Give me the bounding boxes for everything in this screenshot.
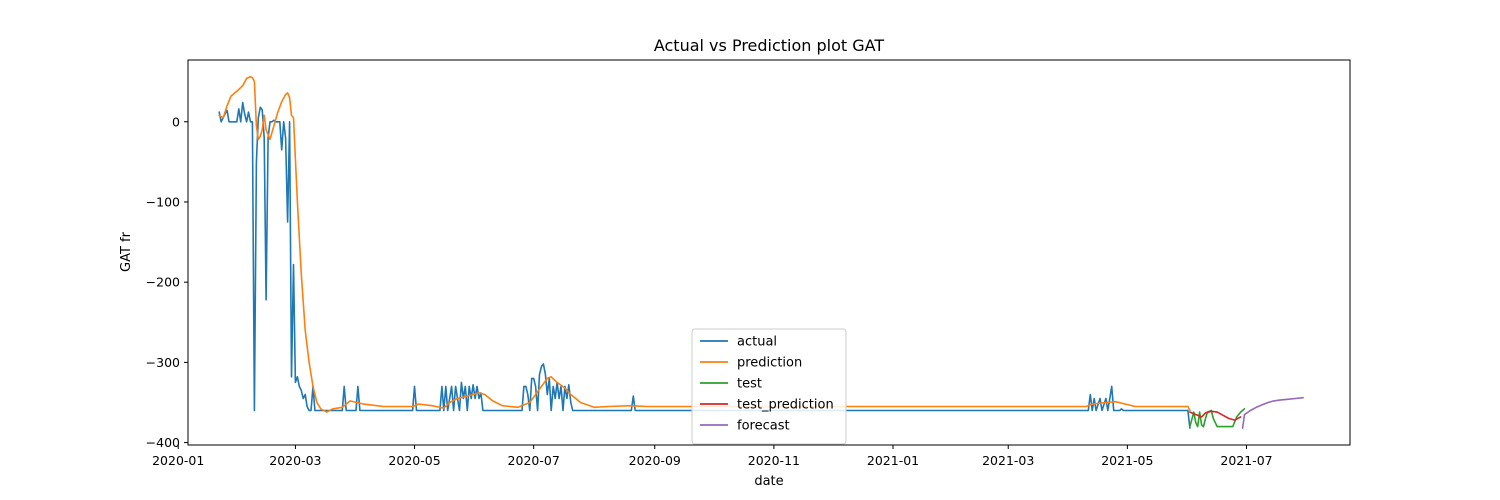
y-axis: 0 −100 −200 −300 −400 [146, 114, 188, 450]
legend-label-actual: actual [737, 335, 777, 350]
legend-box [691, 328, 847, 445]
y-tick-label: 0 [172, 114, 180, 129]
y-tick-label: −200 [146, 275, 180, 290]
x-tick-label: 2020-01 [152, 453, 204, 468]
legend: actual prediction test test_predictionforec… [691, 328, 847, 445]
series-line-forecast [1241, 396, 1304, 429]
series-line-prediction [218, 76, 1191, 413]
legend-label-prediction: prediction [737, 356, 802, 371]
plot-area [218, 76, 1304, 429]
chart-title: Actual vs Prediction plot GAT [654, 36, 885, 55]
legend-label-forecast: forecast [737, 419, 790, 434]
x-tick-label: 2021-05 [1101, 453, 1153, 468]
x-tick-label: 2020-05 [388, 453, 440, 468]
legend-label-test_prediction: test_prediction [737, 398, 834, 413]
legend-label-test: test [737, 377, 762, 392]
x-tick-label: 2020-09 [629, 453, 681, 468]
y-tick-label: −100 [146, 194, 180, 209]
series-line-actual [218, 101, 1191, 429]
x-tick-label: 2021-07 [1220, 453, 1272, 468]
x-axis: 2020-01 2020-03 2020-05 2020-07 2020-09 2020-… [152, 445, 1273, 468]
x-axis-label: date [754, 474, 783, 489]
series-line-test_prediction [1189, 410, 1242, 421]
y-axis-label: GAT fr [119, 231, 134, 272]
x-tick-label: 2021-01 [867, 453, 919, 468]
plot-frame [187, 59, 1351, 446]
x-tick-label: 2021-03 [982, 453, 1034, 468]
series-layer [218, 76, 1304, 429]
x-tick-label: 2020-07 [508, 453, 560, 468]
y-tick-label: −400 [146, 435, 180, 450]
x-tick-label: 2020-11 [748, 453, 800, 468]
x-tick-label: 2020-03 [269, 453, 321, 468]
y-tick-label: −300 [146, 355, 180, 370]
